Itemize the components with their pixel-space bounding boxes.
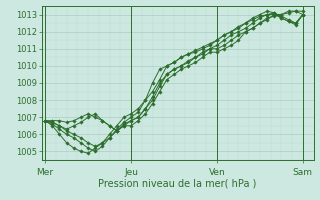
X-axis label: Pression niveau de la mer( hPa ): Pression niveau de la mer( hPa ) <box>99 178 257 188</box>
